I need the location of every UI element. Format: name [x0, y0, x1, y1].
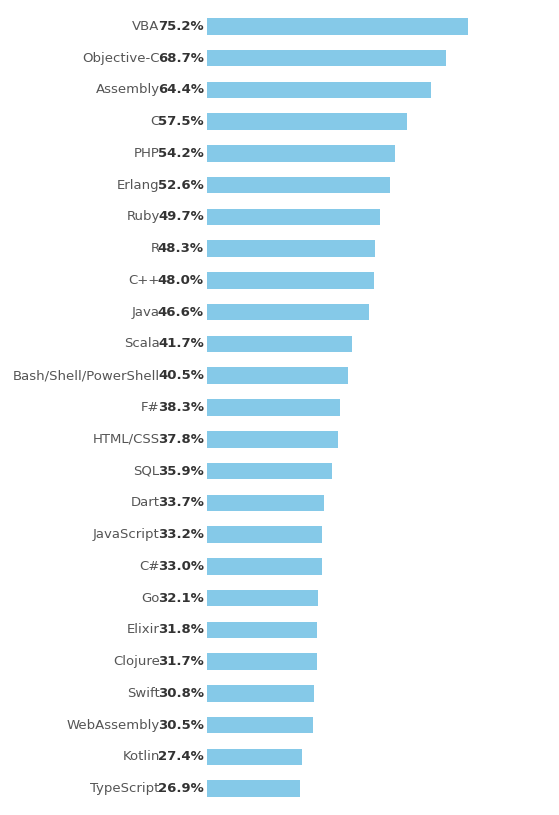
Text: JavaScript: JavaScript — [93, 528, 160, 541]
Text: 54.2%: 54.2% — [158, 147, 204, 160]
Text: VBA: VBA — [132, 20, 160, 33]
Text: 48.3%: 48.3% — [158, 242, 204, 255]
Bar — [207, 558, 321, 575]
Text: 49.7%: 49.7% — [158, 210, 204, 223]
Text: 68.7%: 68.7% — [158, 51, 204, 64]
Text: 40.5%: 40.5% — [158, 369, 204, 382]
Bar — [207, 654, 317, 670]
Text: Erlang: Erlang — [117, 178, 160, 192]
Text: Elixir: Elixir — [127, 623, 160, 637]
Bar — [207, 336, 352, 352]
Text: 27.4%: 27.4% — [158, 751, 204, 764]
Bar — [207, 272, 374, 289]
Text: 31.8%: 31.8% — [158, 623, 204, 637]
Text: Kotlin: Kotlin — [122, 751, 160, 764]
Text: 75.2%: 75.2% — [158, 20, 204, 33]
Text: 33.0%: 33.0% — [158, 560, 204, 573]
Text: 52.6%: 52.6% — [158, 178, 204, 192]
Text: C#: C# — [139, 560, 160, 573]
Text: 31.7%: 31.7% — [158, 655, 204, 668]
Text: Assembly: Assembly — [96, 83, 160, 96]
Text: Ruby: Ruby — [126, 210, 160, 223]
Text: HTML/CSS: HTML/CSS — [93, 433, 160, 446]
Text: R: R — [150, 242, 160, 255]
Text: 35.9%: 35.9% — [158, 465, 204, 478]
Text: 30.8%: 30.8% — [158, 687, 204, 700]
Bar — [207, 431, 338, 447]
Bar — [207, 495, 324, 511]
Text: PHP: PHP — [134, 147, 160, 160]
Bar — [207, 50, 446, 66]
Text: 41.7%: 41.7% — [158, 337, 204, 350]
Bar — [207, 717, 313, 734]
Text: 26.9%: 26.9% — [158, 782, 204, 795]
Text: TypeScript: TypeScript — [91, 782, 160, 795]
Text: 64.4%: 64.4% — [158, 83, 204, 96]
Text: Java: Java — [132, 306, 160, 319]
Text: 57.5%: 57.5% — [158, 115, 204, 128]
Bar — [207, 82, 431, 98]
Text: SQL: SQL — [134, 465, 160, 478]
Text: 32.1%: 32.1% — [158, 592, 204, 605]
Bar — [207, 113, 407, 130]
Bar — [207, 685, 314, 702]
Bar — [207, 463, 331, 479]
Bar — [207, 145, 395, 161]
Text: Objective-C: Objective-C — [82, 51, 160, 64]
Text: F#: F# — [141, 401, 160, 414]
Bar — [207, 368, 348, 384]
Text: 37.8%: 37.8% — [158, 433, 204, 446]
Text: Scala: Scala — [124, 337, 160, 350]
Text: Go: Go — [141, 592, 160, 605]
Bar — [207, 399, 340, 416]
Text: Dart: Dart — [131, 496, 160, 509]
Text: C: C — [150, 115, 160, 128]
Bar — [207, 780, 300, 797]
Bar — [207, 177, 390, 193]
Bar — [207, 622, 318, 638]
Text: 33.2%: 33.2% — [158, 528, 204, 541]
Bar — [207, 526, 323, 543]
Text: 30.5%: 30.5% — [158, 719, 204, 732]
Bar — [207, 590, 319, 606]
Text: 33.7%: 33.7% — [158, 496, 204, 509]
Bar — [207, 304, 369, 320]
Text: WebAssembly: WebAssembly — [67, 719, 160, 732]
Text: C++: C++ — [129, 274, 160, 287]
Text: Swift: Swift — [127, 687, 160, 700]
Text: 48.0%: 48.0% — [158, 274, 204, 287]
Bar — [207, 749, 302, 765]
Bar — [207, 240, 375, 257]
Text: 46.6%: 46.6% — [158, 306, 204, 319]
Text: 38.3%: 38.3% — [158, 401, 204, 414]
Bar — [207, 18, 468, 35]
Text: Bash/Shell/PowerShell: Bash/Shell/PowerShell — [12, 369, 160, 382]
Bar — [207, 209, 380, 225]
Text: Clojure: Clojure — [113, 655, 160, 668]
